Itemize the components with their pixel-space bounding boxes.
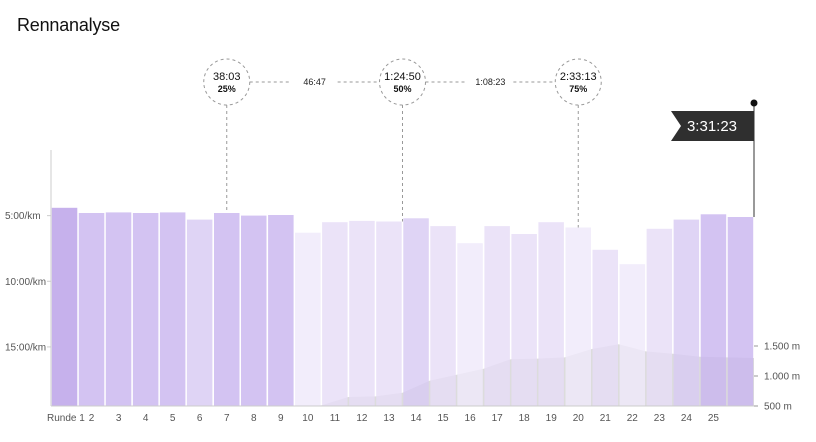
pace-bar	[132, 213, 159, 406]
pace-bar	[484, 226, 510, 406]
finish-flag: 3:31:23	[671, 99, 758, 217]
lap-tick-label: 2	[89, 413, 95, 424]
pace-bar	[159, 212, 186, 406]
pace-bar	[430, 226, 456, 406]
lap-tick-label: 17	[492, 413, 504, 424]
pace-tick-label: 10:00/km	[5, 277, 46, 288]
elevation-tick-label: 500 m	[764, 402, 792, 413]
finish-time: 3:31:23	[687, 118, 737, 135]
pace-bars	[51, 207, 754, 406]
page-title: Rennanalyse	[17, 15, 120, 35]
pace-bar	[214, 213, 240, 406]
elevation-tick-label: 1.500 m	[764, 342, 800, 353]
pace-bar	[565, 227, 591, 406]
gap-duration: 46:47	[303, 77, 326, 87]
milestone-time: 38:03	[213, 71, 241, 83]
pace-bar	[51, 207, 78, 406]
lap-tick-label: 6	[197, 413, 203, 424]
milestone-percent: 25%	[218, 84, 236, 94]
elevation-tick-label: 1.000 m	[764, 372, 800, 383]
pace-bar	[403, 218, 429, 406]
lap-tick-label: 20	[573, 413, 585, 424]
pace-bar	[592, 249, 618, 406]
pace-bar	[619, 264, 646, 406]
lap-tick-label: 22	[627, 413, 639, 424]
lap-tick-label: 7	[224, 413, 230, 424]
pace-bar	[295, 232, 321, 406]
pace-tick-label: 5:00/km	[5, 211, 41, 222]
pace-bar	[700, 214, 727, 406]
lap-tick-label: 11	[330, 413, 341, 424]
lap-tick-label: 13	[383, 413, 395, 424]
lap-tick-label: 9	[278, 413, 284, 424]
lap-tick-label: 4	[143, 413, 149, 424]
pace-bar	[186, 219, 213, 406]
lap-tick-label: 21	[600, 413, 612, 424]
milestone-percent: 50%	[393, 84, 411, 94]
lap-tick-label: 16	[465, 413, 477, 424]
pace-bar	[376, 221, 402, 406]
lap-tick-label: 18	[519, 413, 531, 424]
pace-bar	[511, 234, 537, 406]
pace-bar	[727, 217, 754, 406]
pace-bar	[268, 215, 294, 406]
milestone-percent: 75%	[569, 84, 587, 94]
milestone-time: 2:33:13	[560, 71, 597, 83]
pace-bar	[322, 222, 348, 406]
finish-pole-top	[750, 99, 758, 107]
lap-tick-label: 24	[681, 413, 693, 424]
lap-tick-label: 14	[410, 413, 422, 424]
pace-bar	[78, 213, 105, 406]
pace-bar	[241, 215, 267, 406]
pace-bar	[538, 222, 564, 406]
pace-bar	[349, 220, 375, 406]
lap-tick-label: 15	[437, 413, 449, 424]
pace-bar	[457, 243, 483, 406]
lap-tick-label: 5	[170, 413, 176, 424]
milestone-circle	[554, 58, 602, 106]
lap-tick-label: Runde 1	[47, 413, 85, 424]
lap-tick-label: 23	[654, 413, 666, 424]
lap-tick-label: 12	[356, 413, 368, 424]
lap-tick-label: 19	[546, 413, 558, 424]
lap-tick-label: 25	[708, 413, 720, 424]
pace-bar	[646, 228, 673, 406]
lap-tick-label: 3	[116, 413, 122, 424]
lap-tick-label: 8	[251, 413, 257, 424]
pace-tick-label: 15:00/km	[5, 342, 46, 353]
milestone-time: 1:24:50	[384, 71, 421, 83]
gap-duration: 1:08:23	[475, 77, 505, 87]
lap-tick-label: 10	[302, 413, 314, 424]
pace-bar	[105, 212, 132, 406]
finish-flag-banner	[671, 111, 754, 141]
pace-bar	[673, 219, 700, 406]
